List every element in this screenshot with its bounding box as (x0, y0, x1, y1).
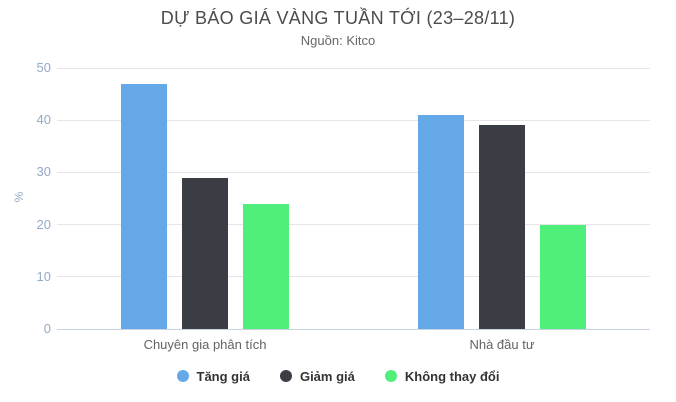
legend-item-label: Không thay đổi (404, 368, 500, 384)
y-tick-label: 20 (36, 216, 51, 232)
y-tick-label: 0 (43, 321, 51, 336)
chart-title: DỰ BÁO GIÁ VÀNG TUẦN TỚI (23–28/11) (160, 8, 516, 28)
y-tick-label: 50 (36, 60, 51, 75)
gridline (57, 224, 650, 226)
bar-1-category-1[interactable] (121, 83, 167, 329)
legend-item[interactable]: Không thay đổi (384, 368, 500, 384)
y-tick-label: 30 (36, 164, 51, 180)
x-category-label: Nhà đầu tư (469, 337, 535, 352)
chart-subtitle: Nguồn: Kitco (300, 33, 376, 48)
bar-3-category-2[interactable] (540, 224, 586, 329)
bar-1-category-2[interactable] (418, 114, 464, 329)
legend-item-label: Giảm giá (299, 368, 355, 384)
x-category-label: Chuyên gia phân tích (143, 337, 267, 352)
legend-item[interactable]: Giảm giá (279, 368, 355, 384)
y-tick-label: 40 (36, 112, 51, 128)
y-axis-label: % (12, 191, 26, 203)
gridline (57, 276, 650, 278)
y-tick-label: 10 (36, 268, 51, 284)
bar-3-category-1[interactable] (243, 203, 289, 329)
legend-item-label: Tăng giá (196, 368, 250, 384)
legend-marker-icon (384, 370, 397, 382)
legend: Tăng giá Giảm giá Không thay đổi (0, 364, 676, 388)
gridline (57, 171, 650, 173)
legend-item[interactable]: Tăng giá (176, 368, 250, 384)
bar-2-category-1[interactable] (182, 177, 228, 329)
gridline (57, 67, 650, 69)
x-axis-line (57, 328, 650, 330)
legend-marker-icon (176, 370, 189, 382)
gridline (57, 119, 650, 121)
bar-2-category-2[interactable] (479, 125, 525, 329)
legend-marker-icon (279, 370, 292, 382)
